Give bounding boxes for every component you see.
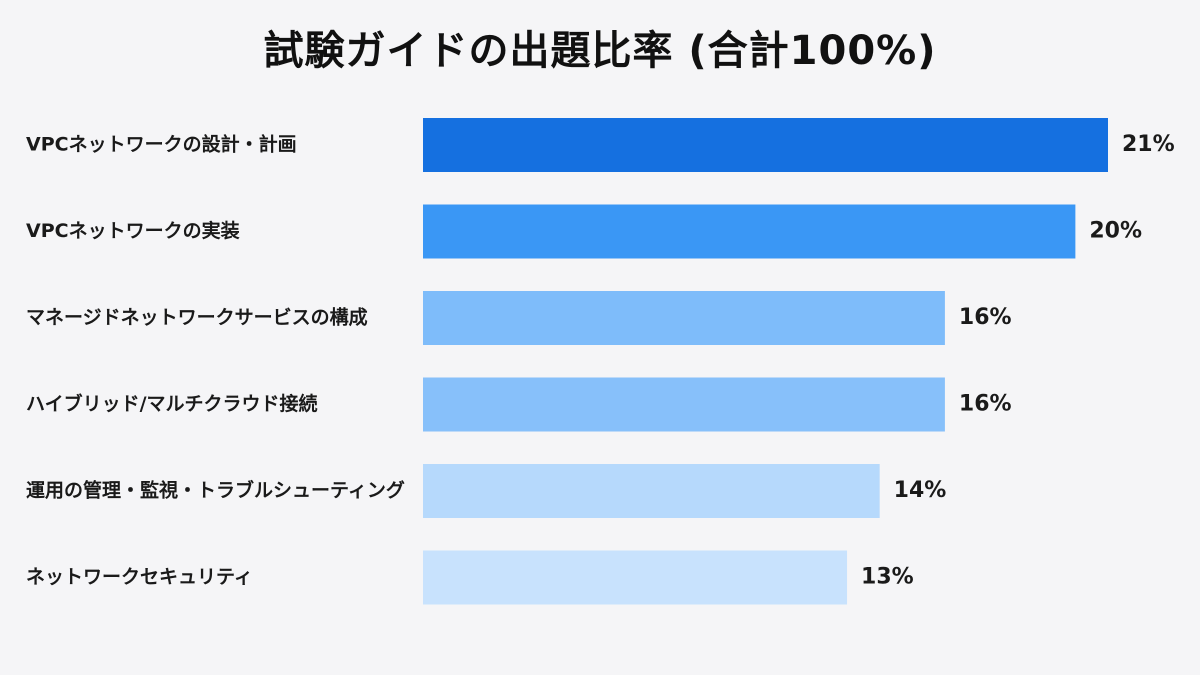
category-label: VPCネットワークの実装 (26, 219, 240, 242)
bar (423, 464, 880, 518)
value-label: 16% (959, 305, 1012, 330)
value-label: 13% (861, 565, 914, 590)
value-label: 14% (894, 478, 947, 503)
bar (423, 550, 848, 605)
category-label: ネットワークセキュリティ (26, 566, 253, 588)
bar (423, 118, 1108, 172)
value-label: 20% (1089, 219, 1142, 244)
bar (423, 204, 1076, 259)
bar (423, 377, 945, 432)
category-label: マネージドネットワークサービスの構成 (26, 306, 368, 329)
category-label: VPCネットワークの設計・計画 (26, 133, 297, 156)
value-label: 16% (959, 392, 1012, 417)
category-label: ハイブリッド/マルチクラウド接続 (26, 392, 318, 415)
chart-title: 試験ガイドの出題比率 (合計100%) (263, 28, 937, 74)
value-label: 21% (1122, 132, 1175, 157)
bar (423, 291, 945, 345)
category-label: 運用の管理・監視・トラブルシューティング (26, 479, 405, 502)
